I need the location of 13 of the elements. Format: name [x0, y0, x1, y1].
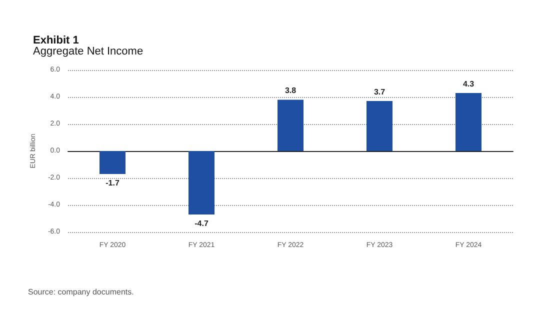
chart-subtitle: Aggregate Net Income — [33, 46, 144, 58]
bar — [188, 151, 214, 214]
bar — [100, 151, 126, 174]
data-label: 3.8 — [284, 86, 297, 96]
data-label: -4.7 — [194, 218, 209, 228]
chart-title: Exhibit 1 — [33, 34, 79, 46]
bar — [456, 92, 482, 151]
bar — [366, 101, 392, 151]
data-label: 4.3 — [462, 79, 475, 88]
data-label: 3.7 — [374, 88, 386, 97]
source-note: Source: company documents. — [28, 288, 134, 296]
bar — [278, 100, 304, 151]
data-label: -1.7 — [106, 178, 120, 188]
